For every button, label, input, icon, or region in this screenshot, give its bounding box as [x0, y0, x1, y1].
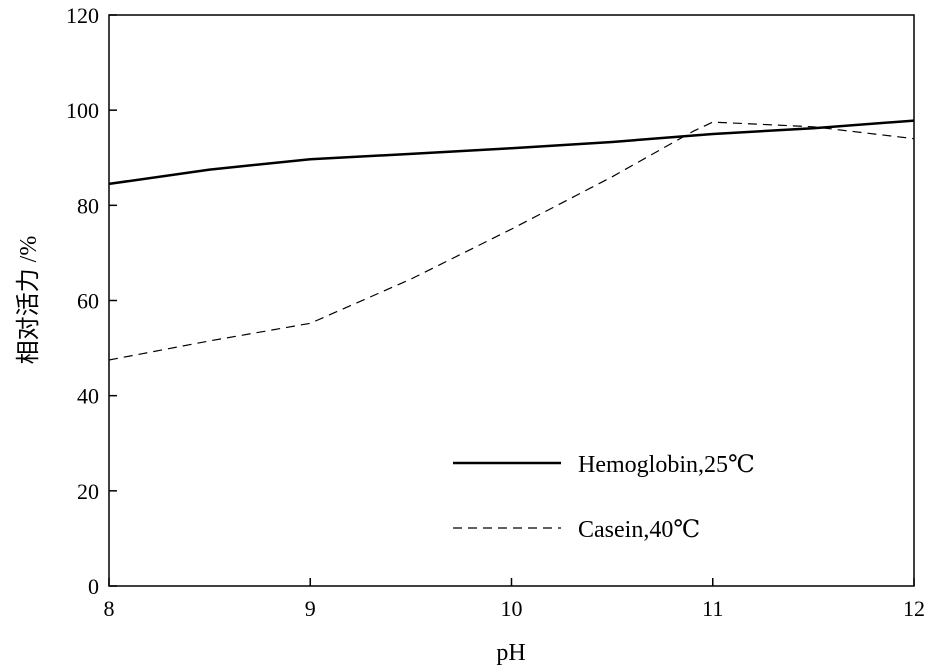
x-tick-label: 9 — [305, 596, 316, 621]
legend: Hemoglobin,25℃ Casein,40℃ — [453, 452, 755, 543]
y-tick-label: 100 — [66, 98, 99, 123]
y-tick-label: 40 — [77, 384, 99, 409]
x-tick-label: 10 — [501, 596, 523, 621]
y-tick-label: 80 — [77, 193, 99, 218]
x-tick-label: 12 — [903, 596, 925, 621]
legend-label-hemoglobin: Hemoglobin,25℃ — [578, 452, 755, 478]
y-tick-label: 120 — [66, 3, 99, 28]
x-axis-title: pH — [496, 640, 525, 666]
plot-frame — [108, 14, 915, 587]
series-line-0 — [108, 119, 915, 186]
series-layer — [108, 119, 915, 361]
x-tick-label: 8 — [104, 596, 115, 621]
y-axis-title: 相对活力 /% — [15, 236, 42, 365]
y-axis-ticks: 0 20 40 60 80 100 120 — [66, 3, 117, 599]
y-tick-label: 60 — [77, 289, 99, 314]
series-line-1 — [108, 121, 915, 361]
x-tick-label: 11 — [702, 596, 723, 621]
legend-label-casein: Casein,40℃ — [578, 517, 700, 543]
y-tick-label: 0 — [88, 574, 99, 599]
x-axis-ticks: 8 9 10 11 12 — [104, 578, 925, 621]
y-tick-label: 20 — [77, 479, 99, 504]
